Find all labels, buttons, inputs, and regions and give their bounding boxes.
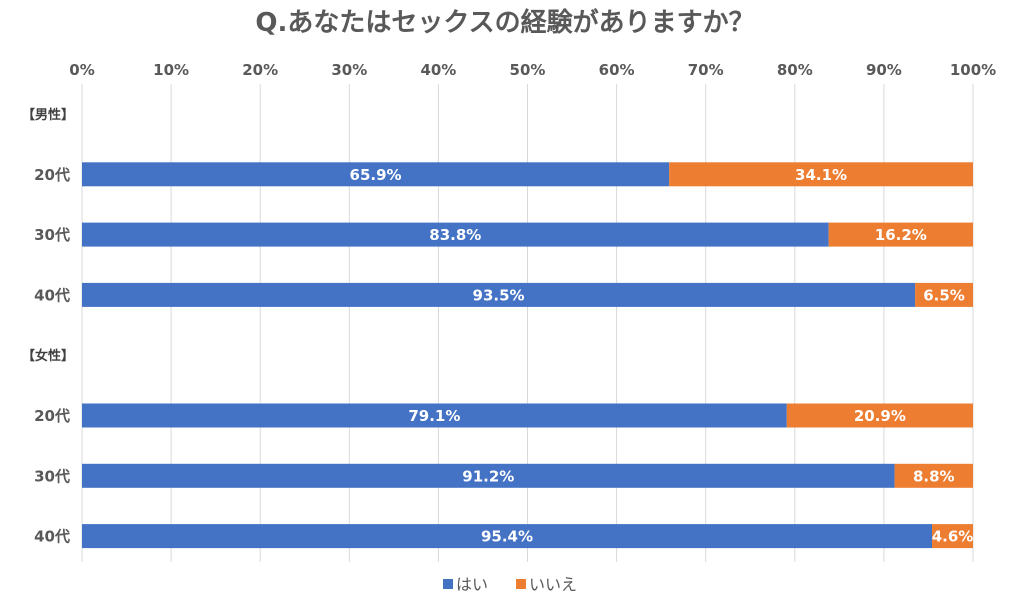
x-tick-label: 70% [688, 61, 724, 79]
x-tick-label: 60% [599, 61, 635, 79]
legend-label: いいえ [529, 575, 577, 594]
data-label: 91.2% [462, 467, 514, 485]
category-label: 30代 [34, 467, 70, 485]
bar-segment-no [915, 282, 973, 307]
x-tick-label: 50% [510, 61, 546, 79]
bar-segment-yes [82, 524, 933, 549]
data-label: 16.2% [875, 226, 927, 244]
x-tick-label: 40% [420, 61, 456, 79]
bar-segment-yes [82, 162, 670, 187]
x-tick-label: 30% [331, 61, 367, 79]
data-label: 20.9% [854, 407, 906, 425]
category-label: 20代 [34, 407, 70, 425]
legend-swatch [443, 579, 453, 589]
x-tick-label: 80% [777, 61, 813, 79]
gridlines [81, 84, 974, 562]
bar-segment-yes [82, 282, 916, 307]
chart-title: Q.あなたはセックスの経験がありますか？ [255, 7, 754, 38]
x-tick-label: 100% [950, 61, 996, 79]
legend-swatch [516, 579, 526, 589]
chart-rows: 【男性】 20代 65.9% 34.1% 30代 83.8% 16.2% 40代 93.5% 6.… [22, 107, 974, 549]
bar-segment-yes [82, 222, 829, 247]
x-tick-label: 20% [242, 61, 278, 79]
category-label: 20代 [34, 166, 70, 184]
bar-segment-no [669, 162, 973, 187]
bar-segment-no [932, 524, 973, 549]
category-label: 30代 [34, 226, 70, 244]
data-label: 34.1% [795, 166, 847, 184]
bar-segment-no [828, 222, 973, 247]
data-label: 83.8% [429, 226, 481, 244]
data-label: 65.9% [350, 166, 402, 184]
group-label: 【女性】 [22, 348, 74, 364]
data-label: 6.5% [923, 286, 965, 304]
bar-segment-yes [82, 463, 895, 488]
category-label: 40代 [34, 286, 70, 304]
x-tick-label: 0% [69, 61, 94, 79]
data-label: 79.1% [408, 407, 460, 425]
x-tick-label: 10% [153, 61, 189, 79]
bar-segment-no [894, 463, 973, 488]
group-label: 【男性】 [22, 107, 74, 123]
bar-segment-yes [82, 403, 787, 428]
data-label: 8.8% [913, 467, 955, 485]
legend: はい いいえ [443, 575, 577, 594]
x-tick-label: 90% [866, 61, 902, 79]
data-label: 4.6% [932, 528, 974, 546]
data-label: 93.5% [473, 286, 525, 304]
category-label: 40代 [34, 528, 70, 546]
bar-segment-no [786, 403, 973, 428]
x-axis-ticks: 0% 10% 20% 30% 40% 50% 60% 70% 80% 90% 100% [69, 61, 996, 79]
data-label: 95.4% [481, 528, 533, 546]
legend-label: はい [456, 575, 488, 594]
